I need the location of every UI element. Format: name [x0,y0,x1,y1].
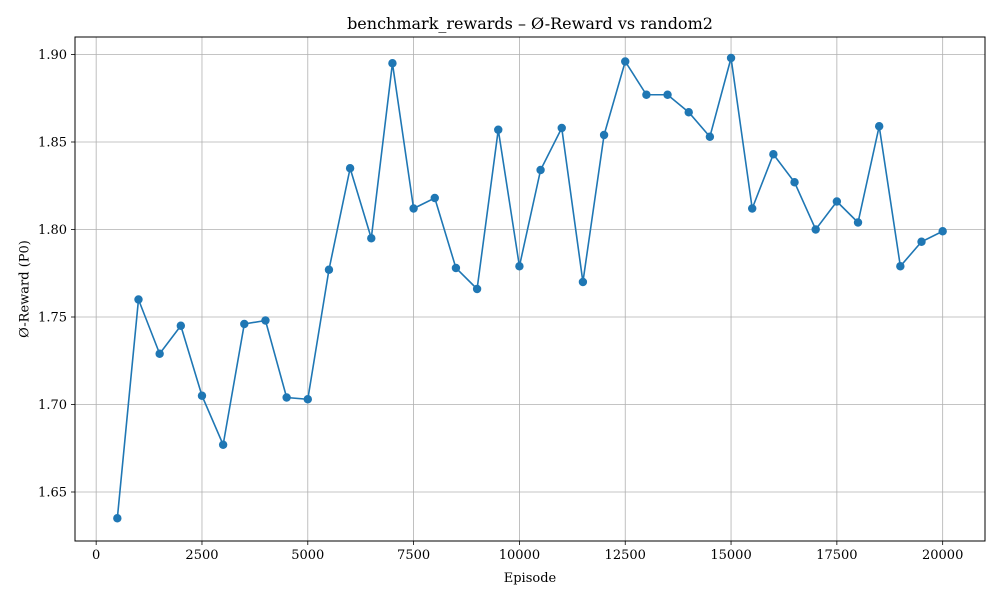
data-point [874,122,884,131]
data-point [917,237,926,246]
data-point [642,90,651,99]
x-tick-label: 12500 [605,548,646,563]
y-tick-label: 1.80 [38,223,67,238]
data-point [578,277,588,287]
y-tick-label: 1.90 [38,48,67,63]
y-axis-label: Ø-Reward (P0) [18,240,33,338]
data-point [494,125,503,134]
y-tick-label: 1.75 [38,311,67,326]
data-point [261,316,270,325]
data-point [176,321,186,330]
x-axis-ticks: 0 2500 5000 7500 10000 12500 15000 17500 20000 [92,541,963,563]
data-point [748,204,757,213]
y-tick-label: 1.85 [38,136,67,151]
grid [75,37,985,541]
data-point [599,130,609,140]
data-point [769,150,778,159]
data-point [663,90,672,99]
x-tick-label: 2500 [185,548,218,563]
data-point [197,391,207,400]
data-point [705,132,715,141]
data-point [282,393,291,402]
data-point [240,319,249,329]
data-point [409,204,418,213]
data-point [303,395,312,404]
x-axis-label: Episode [504,571,557,586]
data-point [218,440,228,449]
data-point [790,178,799,187]
series-line [116,57,944,519]
x-tick-label: 5000 [291,548,324,563]
y-tick-label: 1.65 [38,486,67,501]
data-point [155,349,164,358]
data-point [832,197,842,206]
data-point [345,164,355,173]
data-point [430,193,439,203]
x-tick-label: 15000 [710,548,751,563]
data-point [324,265,334,274]
x-tick-label: 17500 [816,548,857,563]
data-point [853,218,863,227]
data-point [515,262,524,271]
x-tick-label: 20000 [922,548,963,563]
data-point [536,165,545,175]
data-point [113,514,122,523]
x-tick-label: 7500 [397,548,430,563]
data-point [621,57,630,66]
data-point [938,227,947,236]
data-point [811,225,820,234]
y-axis-ticks: 1.65 1.70 1.75 1.80 1.85 1.90 [38,48,75,501]
data-point [388,59,397,68]
data-point [134,295,143,304]
data-point [557,123,566,133]
data-point [367,234,376,243]
data-point [896,262,905,271]
x-tick-label: 10000 [499,548,540,563]
plot-frame [74,36,986,542]
data-point [451,263,461,273]
chart-title: benchmark_rewards – Ø-Reward vs random2 [347,14,713,33]
data-point [726,53,736,63]
y-tick-label: 1.70 [38,398,67,413]
data-point [684,108,693,117]
series-layer [113,53,947,523]
x-tick-label: 0 [92,548,100,563]
data-point [472,284,482,294]
